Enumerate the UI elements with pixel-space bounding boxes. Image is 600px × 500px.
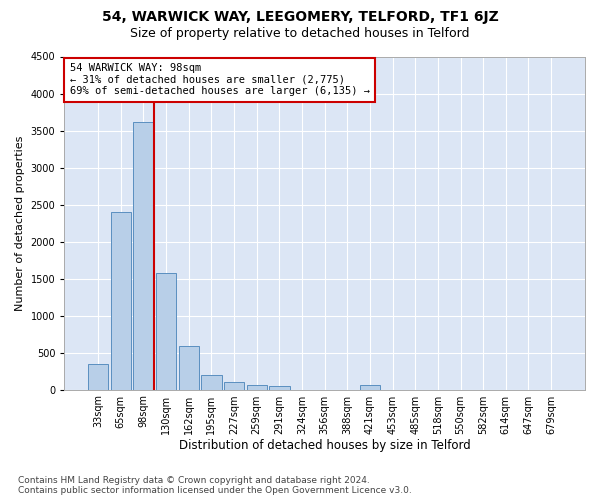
Text: 54, WARWICK WAY, LEEGOMERY, TELFORD, TF1 6JZ: 54, WARWICK WAY, LEEGOMERY, TELFORD, TF1…	[101, 10, 499, 24]
Y-axis label: Number of detached properties: Number of detached properties	[15, 136, 25, 310]
Text: Contains HM Land Registry data © Crown copyright and database right 2024.
Contai: Contains HM Land Registry data © Crown c…	[18, 476, 412, 495]
Bar	[247, 385, 267, 390]
Bar	[133, 122, 154, 390]
Bar	[360, 385, 380, 390]
Bar	[224, 382, 244, 390]
Bar	[269, 386, 290, 390]
Bar	[201, 375, 221, 390]
Text: Size of property relative to detached houses in Telford: Size of property relative to detached ho…	[130, 28, 470, 40]
Bar	[110, 212, 131, 390]
X-axis label: Distribution of detached houses by size in Telford: Distribution of detached houses by size …	[179, 440, 470, 452]
Text: 54 WARWICK WAY: 98sqm
← 31% of detached houses are smaller (2,775)
69% of semi-d: 54 WARWICK WAY: 98sqm ← 31% of detached …	[70, 63, 370, 96]
Bar	[156, 274, 176, 390]
Bar	[88, 364, 109, 390]
Bar	[179, 346, 199, 390]
